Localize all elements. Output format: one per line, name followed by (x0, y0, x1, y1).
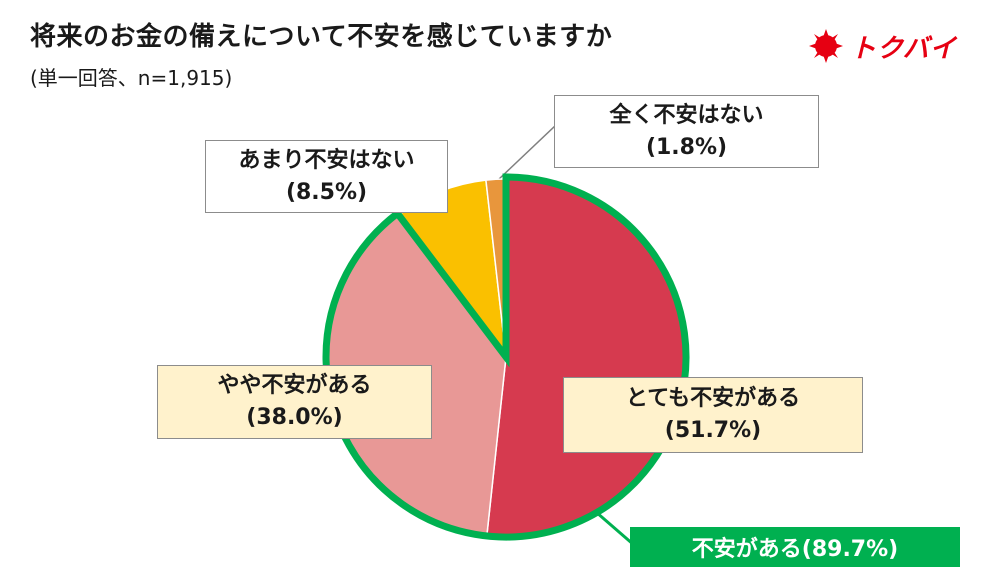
pie-slice-very-anxious (486, 178, 685, 536)
anxious-total-badge: 不安がある(89.7%) (630, 527, 960, 567)
pie-label-text: 全く不安はない (609, 102, 764, 128)
pie-label-text: あまり不安はない (238, 147, 415, 173)
pie-label-value: (8.5%) (285, 179, 368, 205)
chart-subtitle: (単一回答、n=1,915) (30, 66, 233, 90)
tokubai-logo: トクバイ (808, 26, 957, 66)
pie-label-text: とても不安がある (625, 386, 801, 412)
pie-label-value: (1.8%) (645, 134, 728, 160)
pie-label-somewhat-anxious: やや不安がある (38.0%) (157, 365, 432, 439)
pie-label-value: (51.7%) (664, 418, 762, 443)
pie-label-value: (38.0%) (246, 405, 343, 430)
leader-line (497, 124, 557, 181)
red-sun-icon (809, 29, 843, 63)
chart-title: 将来のお金の備えについて不安を感じていますか (30, 22, 613, 52)
pie-label-not-anxious-at-all: 全く不安はない (1.8%) (554, 95, 819, 168)
pie-label-not-very-anxious: あまり不安はない (8.5%) (205, 140, 448, 213)
logo-text: トクバイ (850, 33, 957, 64)
anxious-highlight-outline (322, 173, 690, 541)
pie-label-very-anxious: とても不安がある (51.7%) (563, 377, 863, 453)
pie-label-text: やや不安がある (217, 373, 372, 399)
highlight-connector (595, 510, 635, 547)
